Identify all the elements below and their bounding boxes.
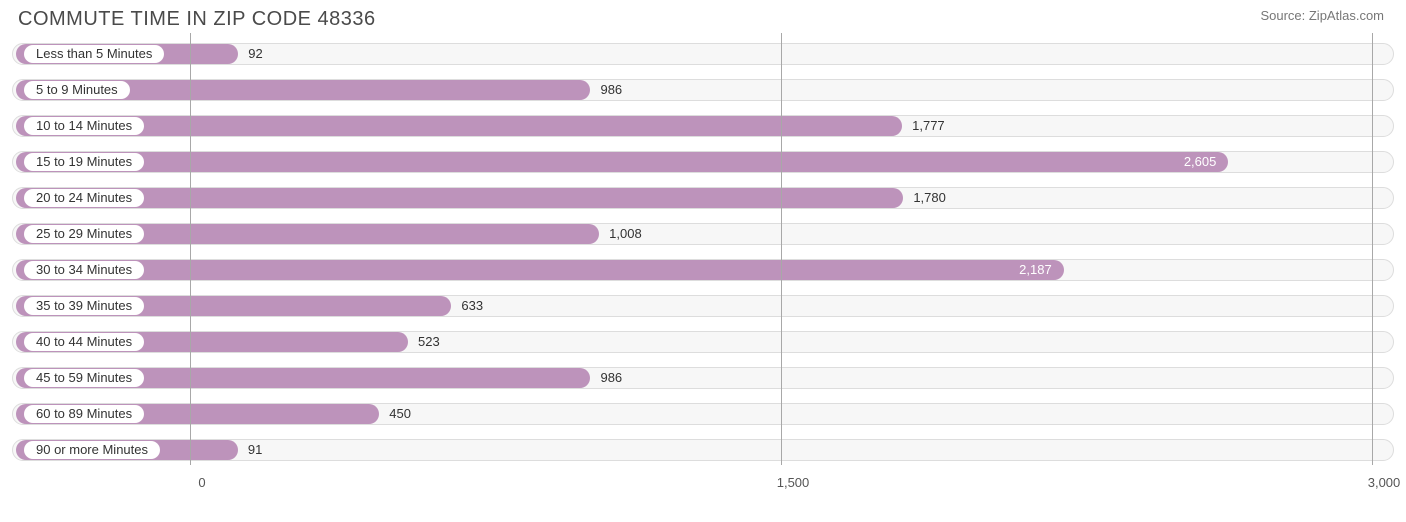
- chart-header: COMMUTE TIME IN ZIP CODE 48336 Source: Z…: [0, 0, 1406, 33]
- bar-row: 60 to 89 Minutes 450: [12, 399, 1394, 429]
- category-label: 35 to 39 Minutes: [24, 297, 144, 315]
- value-label: 986: [600, 370, 622, 385]
- chart-area: Less than 5 Minutes 92 5 to 9 Minutes 986 10…: [0, 33, 1406, 465]
- category-label: 45 to 59 Minutes: [24, 369, 144, 387]
- category-label: 90 or more Minutes: [24, 441, 160, 459]
- value-label: 633: [461, 298, 483, 313]
- value-label: 91: [248, 442, 262, 457]
- category-label: 15 to 19 Minutes: [24, 153, 144, 171]
- bar-row: 15 to 19 Minutes 2,605: [12, 147, 1394, 177]
- value-label: 986: [600, 82, 622, 97]
- value-label: 523: [418, 334, 440, 349]
- chart-source: Source: ZipAtlas.com: [1260, 8, 1384, 23]
- bar-row: 20 to 24 Minutes 1,780: [12, 183, 1394, 213]
- grid-line: [1372, 33, 1373, 465]
- value-label: 1,008: [609, 226, 642, 241]
- category-label: 5 to 9 Minutes: [24, 81, 130, 99]
- category-label: 60 to 89 Minutes: [24, 405, 144, 423]
- bar-row: Less than 5 Minutes 92: [12, 39, 1394, 69]
- bar-row: 40 to 44 Minutes 523: [12, 327, 1394, 357]
- bar-row: 30 to 34 Minutes 2,187: [12, 255, 1394, 285]
- bar: [16, 152, 1228, 172]
- bar-row: 35 to 39 Minutes 633: [12, 291, 1394, 321]
- x-axis-label: 0: [198, 475, 205, 490]
- value-label: 1,780: [913, 190, 946, 205]
- bar: [16, 116, 902, 136]
- value-label: 92: [248, 46, 262, 61]
- bar-row: 90 or more Minutes 91: [12, 435, 1394, 465]
- bar-row: 10 to 14 Minutes 1,777: [12, 111, 1394, 141]
- category-label: 20 to 24 Minutes: [24, 189, 144, 207]
- bar-row: 25 to 29 Minutes 1,008: [12, 219, 1394, 249]
- chart-title: COMMUTE TIME IN ZIP CODE 48336: [18, 8, 376, 31]
- grid-line: [190, 33, 191, 465]
- x-axis-label: 3,000: [1368, 475, 1401, 490]
- bar: [16, 260, 1064, 280]
- value-label: 2,187: [1019, 262, 1052, 277]
- category-label: 10 to 14 Minutes: [24, 117, 144, 135]
- grid-line: [781, 33, 782, 465]
- bar-row: 5 to 9 Minutes 986: [12, 75, 1394, 105]
- bar-row: 45 to 59 Minutes 986: [12, 363, 1394, 393]
- x-axis: 01,5003,000: [12, 471, 1394, 501]
- value-label: 450: [389, 406, 411, 421]
- value-label: 2,605: [1184, 154, 1217, 169]
- category-label: 30 to 34 Minutes: [24, 261, 144, 279]
- value-label: 1,777: [912, 118, 945, 133]
- category-label: 40 to 44 Minutes: [24, 333, 144, 351]
- bar: [16, 188, 903, 208]
- category-label: Less than 5 Minutes: [24, 45, 164, 63]
- category-label: 25 to 29 Minutes: [24, 225, 144, 243]
- x-axis-label: 1,500: [777, 475, 810, 490]
